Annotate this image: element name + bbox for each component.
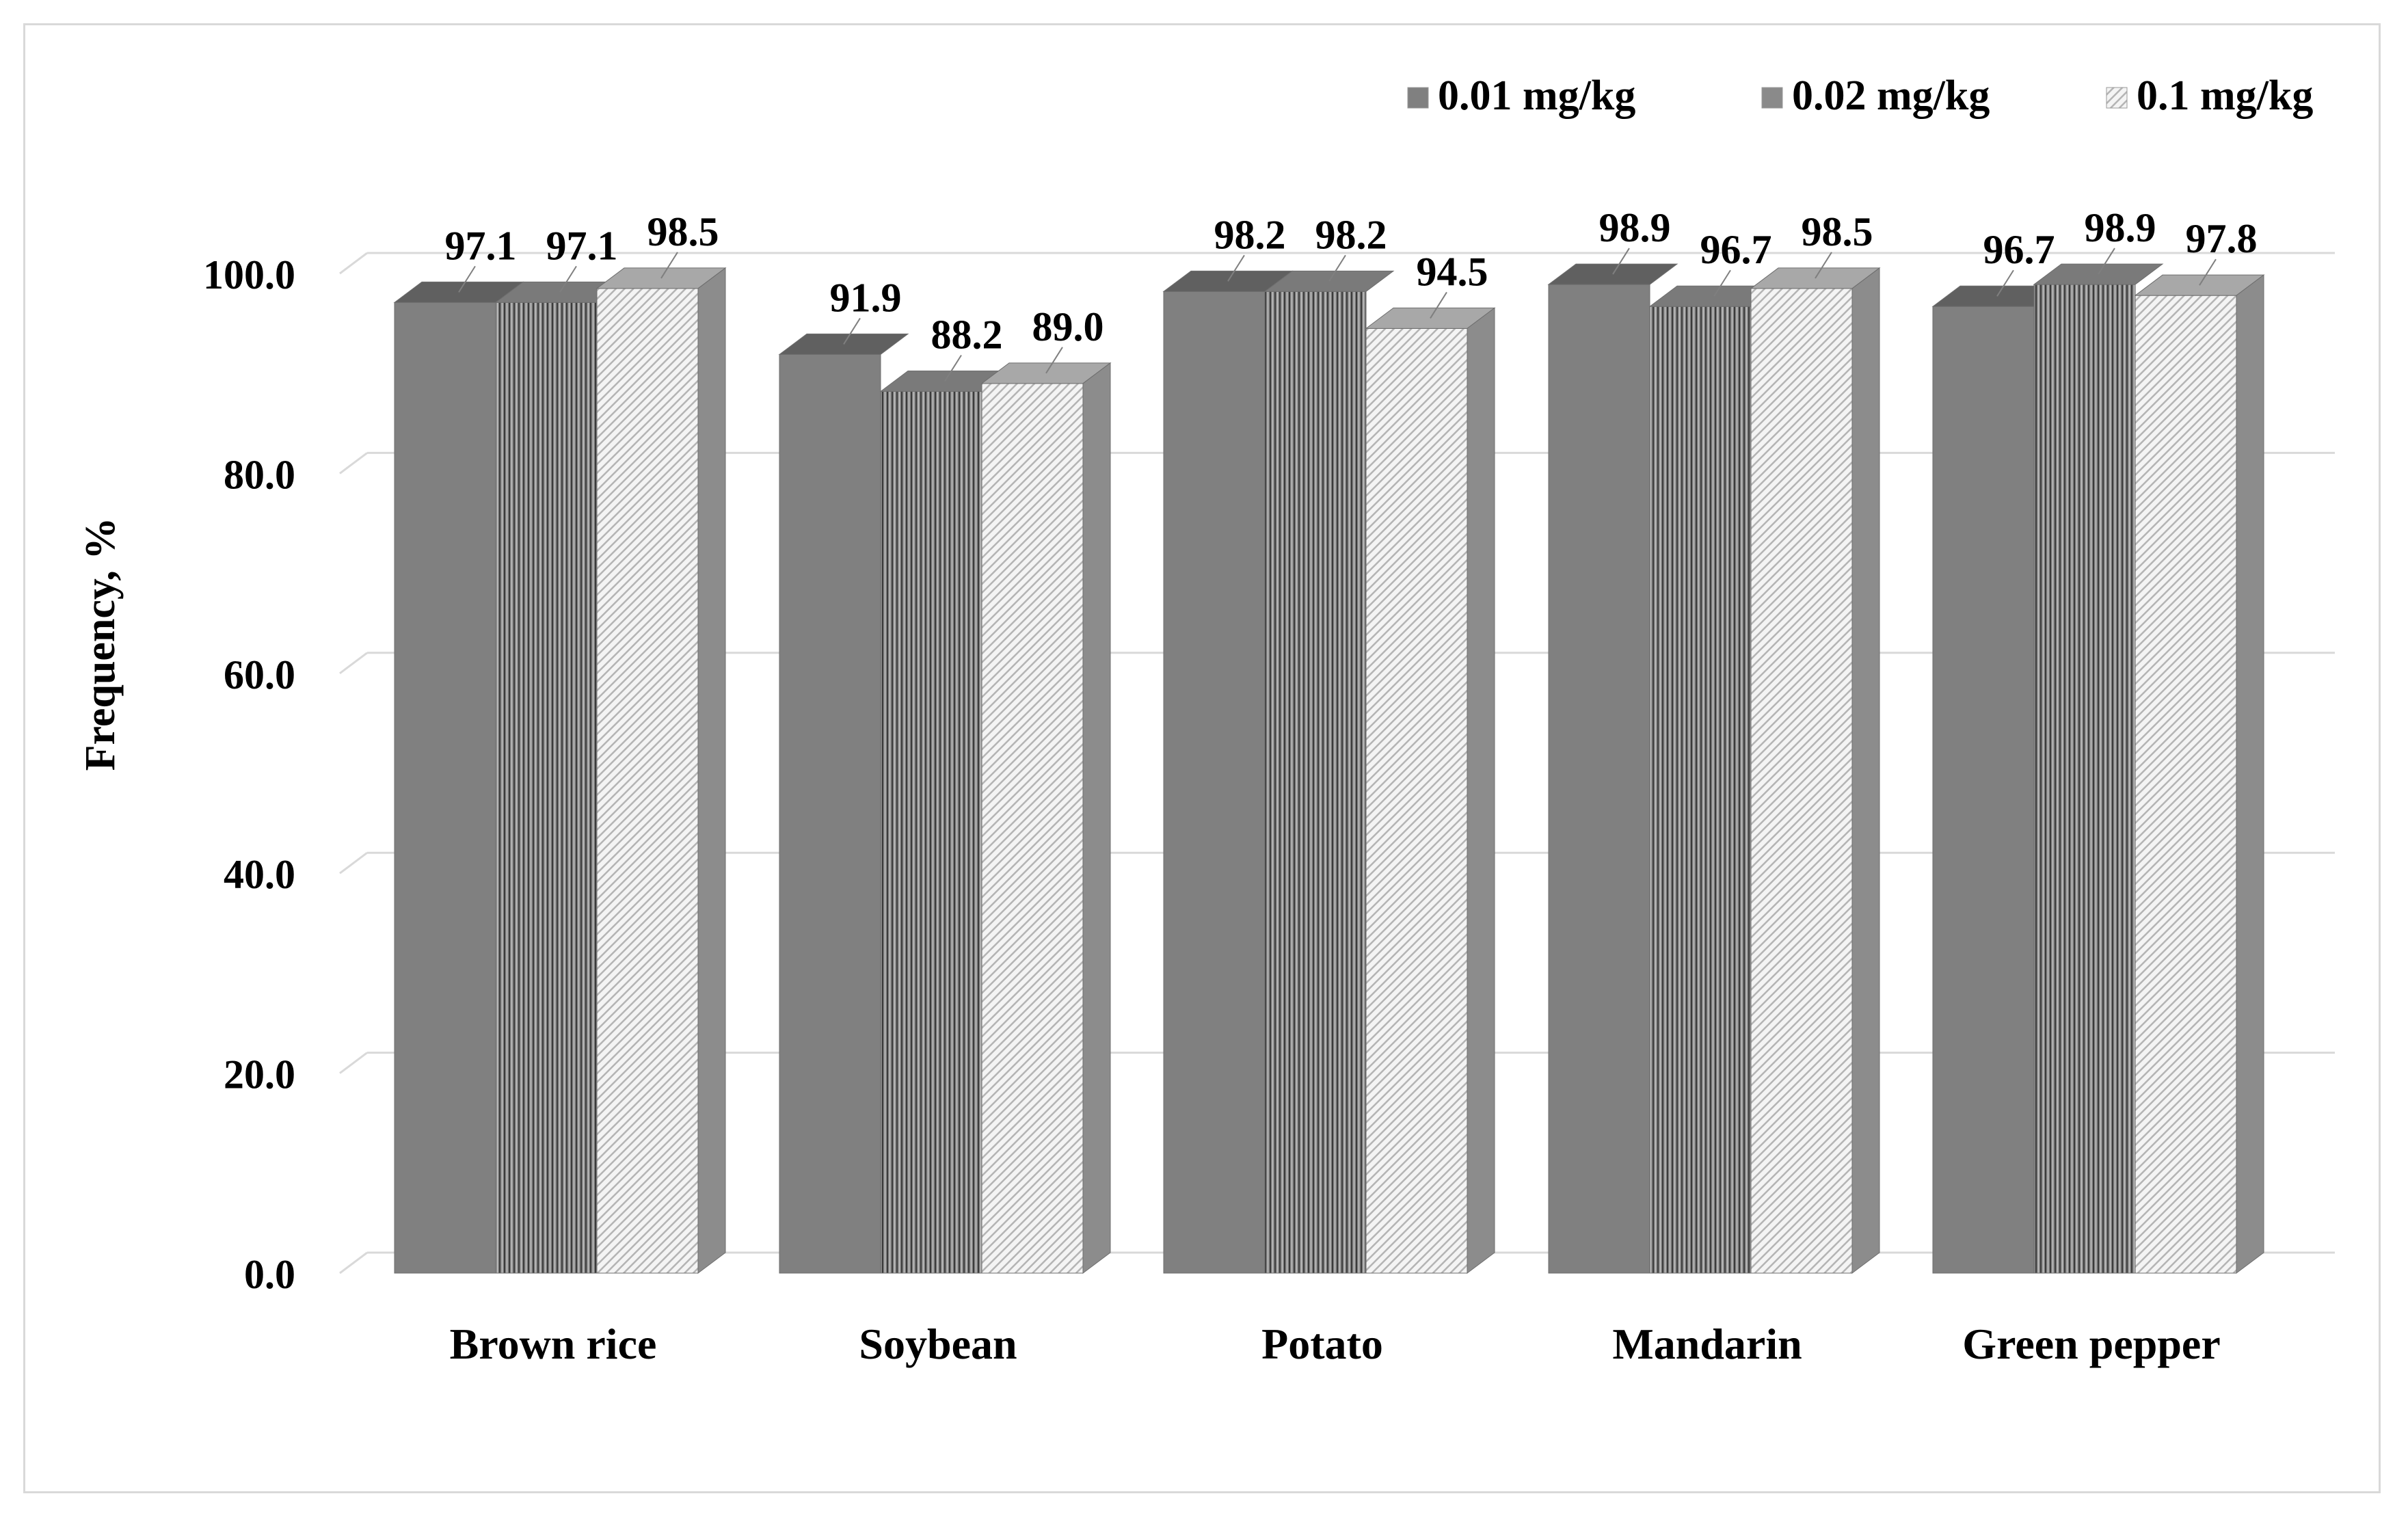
data-label-leader <box>1996 269 2014 297</box>
legend-item: 0.1 mg/kg <box>2106 72 2313 119</box>
bar-side <box>1082 362 1111 1274</box>
legend-swatch <box>1407 87 1429 109</box>
bar <box>981 383 1084 1274</box>
data-label: 88.2 <box>931 312 1003 358</box>
x-tick-label: Soybean <box>859 1320 1017 1368</box>
chart-svg: 0.0 20.0 40.0 60.0 80.0 100.0 97.1 97.1 98.5 91.… <box>77 72 2335 1368</box>
data-label-leader <box>944 354 962 382</box>
bar <box>596 288 699 1274</box>
data-label: 98.2 <box>1315 212 1387 257</box>
bars: 97.1 97.1 98.5 91.9 88.2 89.0 98.2 98.2 94.5 98.9… <box>393 205 2265 1274</box>
data-label-leader <box>2199 258 2217 286</box>
chart-frame: 0.0 20.0 40.0 60.0 80.0 100.0 97.1 97.1 98.5 91.… <box>23 23 2381 1493</box>
legend-label: 0.1 mg/kg <box>2137 72 2313 119</box>
y-tick-label: 0.0 <box>244 1252 295 1297</box>
x-tick-label: Brown rice <box>450 1320 657 1368</box>
bar <box>880 391 982 1274</box>
y-tick-label: 20.0 <box>224 1052 295 1097</box>
data-label-leader <box>843 317 861 345</box>
y-tick-label: 100.0 <box>203 252 295 297</box>
bar-group: 97.1 97.1 98.5 <box>393 209 727 1274</box>
legend-swatch <box>2106 87 2128 109</box>
data-label-leader <box>1815 252 1832 279</box>
gridline-depth <box>339 1052 368 1074</box>
x-tick-label: Green pepper <box>1962 1320 2220 1368</box>
legend-swatch <box>1761 87 1783 109</box>
legend-label: 0.01 mg/kg <box>1438 72 1635 119</box>
gridline-depth <box>339 452 368 475</box>
x-tick-label: Potato <box>1261 1320 1383 1368</box>
bar <box>1750 288 1853 1274</box>
data-label: 98.9 <box>2085 205 2156 250</box>
data-label-leader <box>1227 254 1245 282</box>
x-tick-label: Mandarin <box>1612 1320 1802 1368</box>
bar-group: 96.7 98.9 97.8 <box>1931 205 2265 1274</box>
data-label-leader <box>559 265 577 293</box>
bar-group: 98.9 96.7 98.5 <box>1547 205 1881 1274</box>
data-label-leader <box>1045 347 1063 374</box>
data-label-leader <box>1430 291 1447 319</box>
legend-label: 0.02 mg/kg <box>1792 72 1990 119</box>
data-label: 89.0 <box>1032 304 1104 349</box>
gridline-depth <box>339 851 368 875</box>
bar <box>495 302 598 1274</box>
bar <box>1649 306 1752 1274</box>
bar-side <box>1851 267 1880 1274</box>
bar <box>1264 291 1367 1274</box>
data-label: 98.5 <box>647 209 719 254</box>
bar <box>1932 306 2035 1274</box>
bar <box>1163 291 1266 1274</box>
data-label-leader <box>458 265 476 293</box>
data-label-leader <box>660 252 678 279</box>
data-label-leader <box>1612 248 1630 275</box>
data-label: 97.1 <box>445 223 517 268</box>
bar <box>1365 328 1468 1274</box>
y-axis-title: Frequency, % <box>77 518 124 771</box>
bar-group: 91.9 88.2 89.0 <box>778 275 1112 1274</box>
y-tick-label: 80.0 <box>224 452 295 497</box>
data-label: 98.2 <box>1214 212 1286 257</box>
data-label: 97.8 <box>2186 216 2258 261</box>
bar-side <box>697 267 726 1274</box>
legend: 0.01 mg/kg 0.02 mg/kg 0.1 mg/kg <box>1407 72 2313 119</box>
bar <box>394 302 496 1274</box>
x-axis: Brown rice Soybean Potato Mandarin Green pep… <box>450 1320 2221 1368</box>
data-label-leader <box>2098 248 2115 275</box>
bar <box>2033 284 2136 1274</box>
data-label: 96.7 <box>1983 227 2055 272</box>
bar-group: 98.2 98.2 94.5 <box>1162 212 1496 1274</box>
gridline-depth <box>339 652 368 674</box>
bar <box>779 353 881 1274</box>
data-label: 98.5 <box>1802 209 1873 254</box>
data-label: 98.9 <box>1599 205 1671 250</box>
bar-side <box>2236 274 2264 1274</box>
data-label: 91.9 <box>830 275 902 320</box>
data-label: 94.5 <box>1417 249 1488 294</box>
legend-item: 0.02 mg/kg <box>1761 72 1990 119</box>
data-label: 96.7 <box>1700 227 1772 272</box>
y-tick-label: 40.0 <box>224 852 295 897</box>
data-label: 97.1 <box>546 223 618 268</box>
y-tick-label: 60.0 <box>224 652 295 697</box>
legend-item: 0.01 mg/kg <box>1407 72 1635 119</box>
gridline-depth <box>339 252 368 275</box>
bar <box>1548 284 1650 1274</box>
bar <box>2135 295 2237 1274</box>
bar-side <box>1467 307 1495 1274</box>
y-axis: 0.0 20.0 40.0 60.0 80.0 100.0 <box>203 252 295 1297</box>
gridline-depth <box>339 1251 368 1274</box>
data-label-leader <box>1328 254 1346 282</box>
data-label-leader <box>1713 269 1731 297</box>
